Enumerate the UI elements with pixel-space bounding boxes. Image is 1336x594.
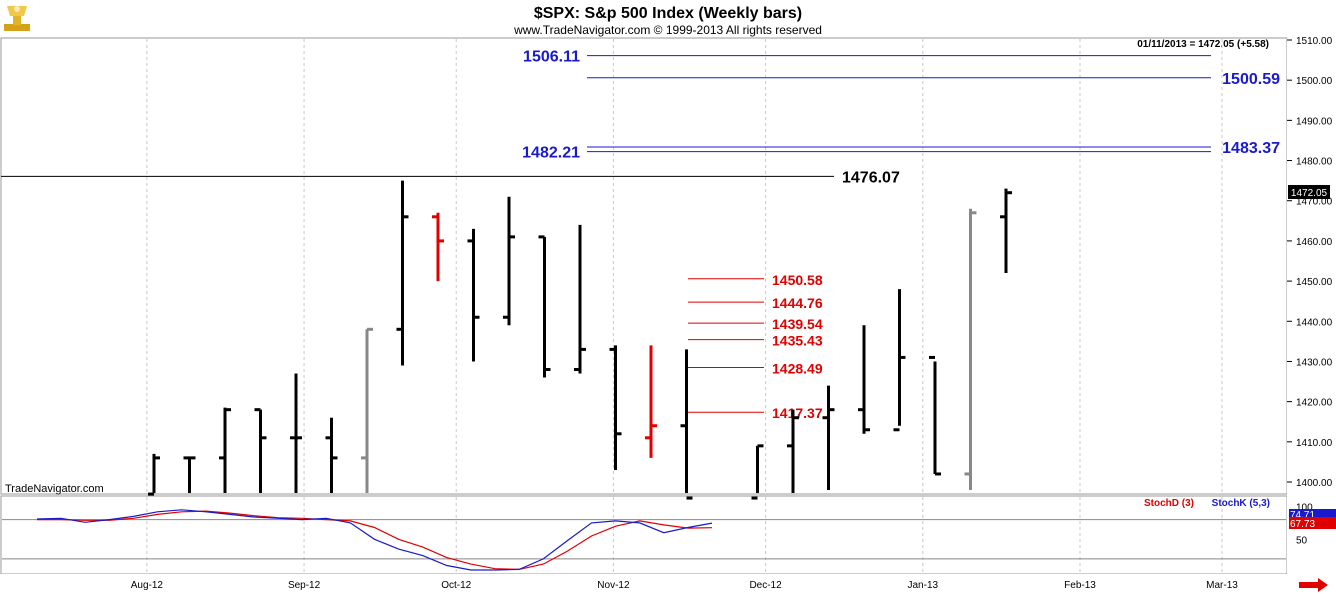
- trophy-logo-icon: [4, 6, 30, 31]
- price-tick-label: 1510.00: [1296, 36, 1333, 47]
- level-label: 1482.21: [522, 145, 580, 162]
- time-axis: [0, 574, 1336, 594]
- level-label: 1428.49: [772, 361, 823, 377]
- ohlc-bar: [432, 212, 444, 282]
- level-label: 1450.58: [772, 272, 823, 288]
- ohlc-bar: [751, 444, 764, 500]
- price-tick-label: 1450.00: [1296, 277, 1333, 288]
- ohlc-bar: [183, 456, 196, 493]
- stoch-tick-label: 100: [1296, 503, 1313, 514]
- time-tick-label: Aug-12: [131, 580, 164, 591]
- stoch-tick-label: 50: [1296, 535, 1308, 546]
- time-tick-label: Sep-12: [288, 580, 321, 591]
- price-tick-label: 1480.00: [1296, 157, 1333, 168]
- ohlc-bar: [254, 408, 267, 493]
- ohlc-bar: [680, 349, 693, 500]
- last-price-tag-label: 1472.05: [1291, 188, 1328, 199]
- price-tick-label: 1460.00: [1296, 237, 1333, 248]
- stochd-last-label: 67.73: [1290, 519, 1315, 530]
- watermark: TradeNavigator.com: [5, 483, 104, 495]
- price-tick-label: 1420.00: [1296, 398, 1333, 409]
- stochk-line: [36, 509, 713, 571]
- ohlc-bar: [290, 373, 302, 493]
- level-label: 1476.07: [842, 169, 900, 186]
- last-price-tag: 1472.05: [1288, 185, 1330, 199]
- stochd-last-tag: 67.73: [1289, 517, 1336, 530]
- level-label: 1435.43: [772, 333, 823, 349]
- ohlc-bar: [325, 417, 338, 493]
- ohlc-bar: [787, 409, 799, 493]
- stochk-last-tag: 74.71: [1289, 509, 1336, 521]
- time-tick-label: Mar-13: [1206, 580, 1238, 591]
- price-tick-label: 1490.00: [1296, 116, 1333, 127]
- price-tick-label: 1430.00: [1296, 357, 1333, 368]
- price-tick-label: 1500.00: [1296, 76, 1333, 87]
- time-tick-label: Nov-12: [597, 580, 630, 591]
- stochk-last-label: 74.71: [1290, 510, 1315, 521]
- ohlc-bar: [148, 453, 160, 496]
- level-label: 1444.76: [772, 295, 823, 311]
- level-label: 1500.59: [1222, 71, 1280, 88]
- ohlc-bar: [574, 224, 586, 374]
- level-label: 1483.37: [1222, 140, 1280, 157]
- ohlc-bars: [148, 180, 1012, 500]
- scroll-right-arrow-icon[interactable]: [1299, 578, 1328, 592]
- time-tick-label: Oct-12: [441, 580, 471, 591]
- price-levels: 1506.11 1500.59 1483.37 1482.21 1476.07 1450.…: [1, 49, 1280, 421]
- ohlc-bar: [893, 289, 906, 432]
- price-tick-label: 1440.00: [1296, 317, 1333, 328]
- ohlc-bar: [503, 196, 515, 326]
- time-tick-label: Jan-13: [907, 580, 938, 591]
- chart-title: $SPX: S&p 500 Index (Weekly bars): [534, 5, 802, 22]
- level-label: 1439.54: [772, 316, 823, 332]
- ohlc-bar: [361, 327, 373, 493]
- stochd-legend: StochD (3): [1144, 498, 1194, 509]
- time-tick-label: Dec-12: [749, 580, 782, 591]
- ohlc-bar: [396, 180, 409, 366]
- ohlc-bar: [858, 325, 870, 434]
- price-axis: [1287, 38, 1336, 574]
- price-tick-label: 1470.00: [1296, 197, 1333, 208]
- time-tick-label: Feb-13: [1064, 580, 1096, 591]
- stochd-line: [37, 510, 713, 571]
- price-tick-label: 1410.00: [1296, 438, 1333, 449]
- ohlc-bar: [964, 208, 977, 491]
- ohlc-bar: [538, 235, 551, 378]
- plot-area: [0, 37, 1288, 495]
- price-axis-ticks: 1400.00 1410.00 1420.00 1430.00 1440.00 1450.…: [1287, 36, 1333, 489]
- copyright-line: www.TradeNavigator.com © 1999-2013 All r…: [513, 23, 822, 37]
- level-label: 1417.37: [772, 405, 823, 421]
- ohlc-bar: [645, 345, 657, 458]
- stochk-legend: StochK (5,3): [1212, 498, 1270, 509]
- ohlc-bar: [1000, 188, 1012, 274]
- indicator-area: [0, 495, 1288, 575]
- header-band: [0, 0, 1336, 38]
- price-tick-label: 1400.00: [1296, 478, 1333, 489]
- ohlc-bar: [467, 228, 480, 362]
- time-axis-labels: Aug-12 Sep-12 Oct-12 Nov-12 Dec-12 Jan-13 Feb-…: [131, 580, 1239, 591]
- vertical-gridlines: [146, 39, 1223, 573]
- ohlc-bar: [219, 407, 231, 493]
- level-label: 1506.11: [523, 49, 580, 66]
- stochastic-panel: 100 50: [2, 503, 1313, 571]
- ohlc-bar: [822, 385, 835, 491]
- last-price-readout: 01/11/2013 = 1472.05 (+5.58): [1137, 39, 1269, 50]
- ohlc-bar: [609, 345, 622, 470]
- ohlc-bar: [929, 355, 941, 476]
